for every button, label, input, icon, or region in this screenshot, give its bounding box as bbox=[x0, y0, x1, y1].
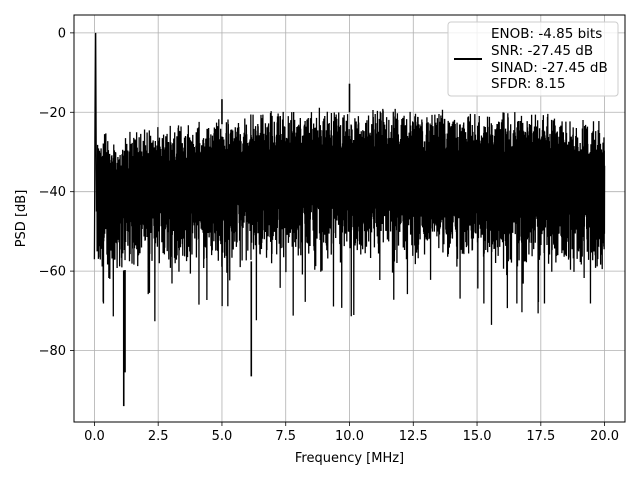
y-tick-label: −60 bbox=[39, 265, 66, 280]
x-tick-label: 7.5 bbox=[275, 429, 296, 444]
x-tick-label: 17.5 bbox=[526, 429, 555, 444]
legend-snr: SNR: -27.45 dB bbox=[491, 43, 593, 59]
x-tick-label: 5.0 bbox=[212, 429, 233, 444]
x-tick-label: 0.0 bbox=[84, 429, 105, 444]
x-tick-label: 12.5 bbox=[399, 429, 428, 444]
x-axis: 0.0 2.5 5.0 7.5 10.0 12.5 15.0 17.5 20.0 bbox=[84, 422, 619, 444]
legend-sfdr: SFDR: 8.15 bbox=[491, 76, 566, 92]
x-tick-label: 15.0 bbox=[463, 429, 492, 444]
legend-enob: ENOB: -4.85 bits bbox=[491, 26, 602, 42]
legend: ENOB: -4.85 bits SNR: -27.45 dB SINAD: -… bbox=[447, 21, 619, 97]
psd-trace-group bbox=[93, 32, 606, 407]
psd-trace bbox=[93, 32, 606, 325]
y-tick-label: 0 bbox=[58, 26, 66, 41]
y-tick-label: −80 bbox=[39, 344, 66, 359]
legend-sinad: SINAD: -27.45 dB bbox=[491, 60, 608, 76]
y-axis: 0 −20 −40 −60 −80 bbox=[39, 26, 74, 359]
x-axis-label: Frequency [MHz] bbox=[295, 451, 404, 466]
x-tick-label: 20.0 bbox=[590, 429, 619, 444]
x-tick-label: 2.5 bbox=[148, 429, 169, 444]
legend-box bbox=[447, 21, 619, 97]
y-tick-label: −20 bbox=[39, 106, 66, 121]
y-axis-label: PSD [dB] bbox=[14, 190, 29, 248]
x-tick-label: 10.0 bbox=[335, 429, 364, 444]
y-tick-label: −40 bbox=[39, 185, 66, 200]
